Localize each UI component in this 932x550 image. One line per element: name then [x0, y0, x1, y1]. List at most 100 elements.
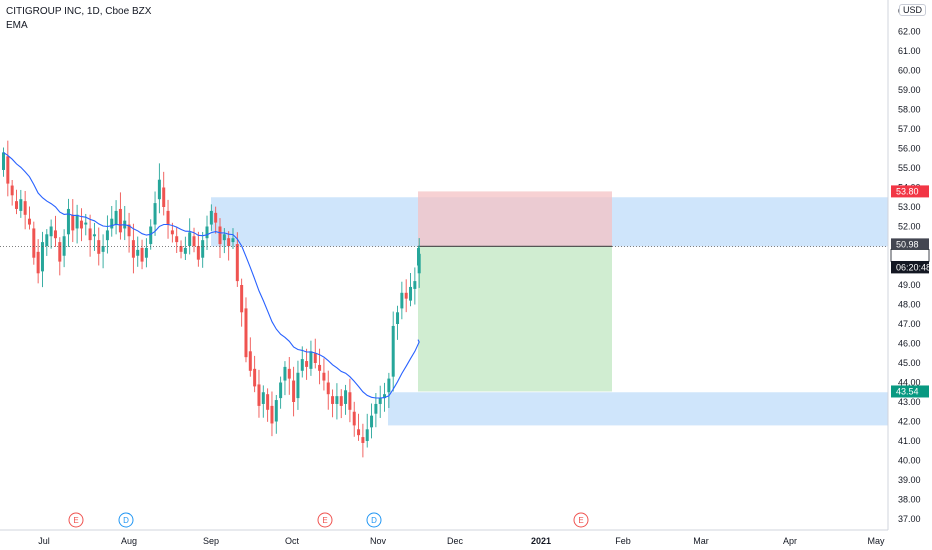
candle: [136, 236, 140, 267]
candle: [131, 223, 135, 274]
candle: [266, 388, 270, 422]
candle: [331, 389, 335, 418]
candle: [32, 221, 36, 265]
price-tick-label: 41.00: [898, 436, 921, 446]
candle: [157, 163, 161, 214]
candle: [417, 246, 420, 268]
candle: [205, 215, 209, 251]
dividend-event-icon[interactable]: D: [366, 512, 382, 528]
chart-legend: CITIGROUP INC, 1D, Cboe BZX EMA: [6, 5, 151, 33]
price-tick-label: 56.00: [898, 144, 921, 154]
candle: [23, 190, 27, 230]
support-zone[interactable]: [388, 392, 888, 426]
candles: [2, 140, 421, 458]
candle: [235, 232, 239, 287]
candle: [227, 231, 231, 261]
take-profit-zone[interactable]: [418, 246, 612, 392]
time-tick-label: Mar: [693, 536, 709, 546]
earnings-event-icon[interactable]: E: [573, 512, 589, 528]
dividend-event-icon[interactable]: D: [118, 512, 134, 528]
price-tick-label: 38.00: [898, 495, 921, 505]
candle: [45, 229, 49, 256]
time-tick-label: Sep: [203, 536, 219, 546]
candle: [370, 403, 374, 439]
price-tick-label: 58.00: [898, 105, 921, 115]
candle: [114, 200, 118, 235]
earnings-event-icon[interactable]: E: [317, 512, 333, 528]
earnings-event-icon[interactable]: E: [68, 512, 84, 528]
price-tick-label: 53.00: [898, 202, 921, 212]
candle: [127, 212, 131, 253]
candle: [62, 229, 66, 268]
candle: [6, 140, 10, 197]
price-tick-label: 43.00: [898, 397, 921, 407]
candle: [261, 385, 265, 418]
candle: [188, 218, 192, 255]
indicator-label[interactable]: EMA: [6, 20, 28, 31]
candle: [14, 189, 18, 215]
price-tick-label: 60.00: [898, 66, 921, 76]
candle: [309, 340, 313, 376]
price-tick-label: 59.00: [898, 85, 921, 95]
candle: [344, 384, 348, 415]
svg-text:D: D: [371, 516, 377, 525]
candle: [2, 147, 5, 177]
ema-line: [3, 151, 420, 399]
stop-loss-zone[interactable]: [418, 191, 612, 247]
candle: [79, 208, 83, 242]
svg-text:43.54: 43.54: [896, 386, 919, 396]
time-tick-label: Jul: [38, 536, 50, 546]
time-tick-label: May: [867, 536, 885, 546]
candle: [391, 311, 395, 392]
price-tick-label: 42.00: [898, 417, 921, 427]
price-tick-label: 52.00: [898, 222, 921, 232]
svg-text:50.98: 50.98: [896, 239, 919, 249]
candle: [339, 389, 343, 419]
candle: [162, 171, 166, 216]
currency-button[interactable]: USD: [898, 4, 926, 16]
candle: [218, 218, 222, 258]
svg-text:06:20:48: 06:20:48: [896, 262, 931, 272]
target-price-badge: 43.54: [891, 385, 929, 398]
candle: [19, 189, 23, 218]
candle: [97, 227, 101, 266]
time-tick-label: Nov: [370, 536, 387, 546]
candle: [322, 358, 326, 391]
symbol-title[interactable]: CITIGROUP INC, 1D, Cboe BZX: [6, 6, 152, 17]
candle: [214, 206, 218, 234]
time-tick-label: Oct: [285, 536, 300, 546]
candle: [40, 231, 44, 288]
price-tick-label: 55.00: [898, 163, 921, 173]
candle: [92, 222, 96, 251]
candle: [201, 231, 205, 268]
candle: [335, 383, 339, 420]
stop-price-badge: 53.80: [891, 185, 929, 198]
candle: [400, 281, 404, 320]
candle: [75, 204, 79, 244]
countdown-badge: 06:20:48: [891, 261, 931, 274]
candle: [175, 226, 179, 253]
time-tick-label: Apr: [783, 536, 797, 546]
candle: [248, 337, 252, 377]
price-tick-label: 40.00: [898, 456, 921, 466]
candle: [283, 361, 287, 396]
candle: [166, 199, 170, 239]
candle: [352, 401, 356, 437]
candle: [196, 231, 200, 267]
candle: [192, 227, 196, 253]
svg-text:53.80: 53.80: [896, 186, 919, 196]
candle: [209, 204, 213, 231]
candle: [240, 278, 244, 327]
price-tick-label: 57.00: [898, 124, 921, 134]
candle: [231, 228, 235, 249]
candle: [279, 376, 283, 409]
svg-text:E: E: [578, 516, 583, 525]
candle: [305, 348, 309, 380]
price-tick-label: 39.00: [898, 475, 921, 485]
candle: [105, 215, 109, 254]
candle: [326, 370, 330, 410]
candle: [365, 413, 369, 448]
candle: [287, 356, 291, 395]
